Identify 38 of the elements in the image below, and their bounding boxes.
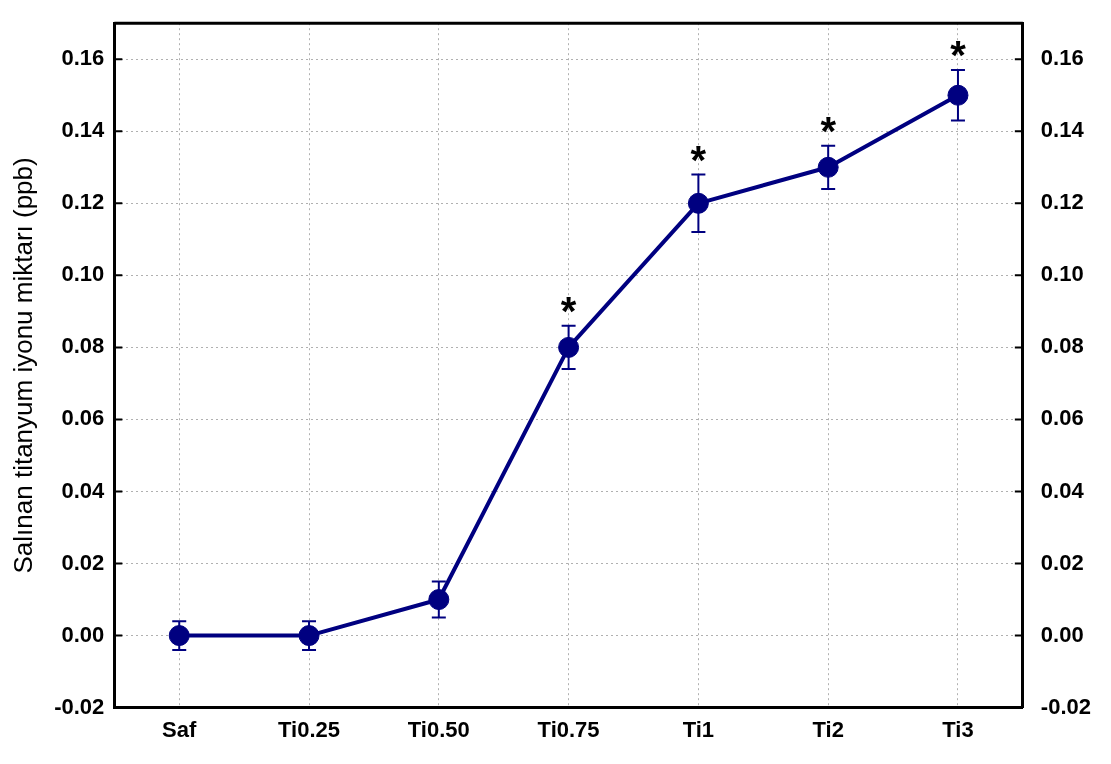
annotation: * xyxy=(690,137,707,182)
y2-tick-label: 0.02 xyxy=(1040,549,1084,575)
point xyxy=(687,192,709,214)
x-tick-label: Ti0.50 xyxy=(407,716,470,742)
x-tick-label: Ti0.25 xyxy=(278,716,341,742)
y2-tick-label: 0.08 xyxy=(1040,333,1084,359)
y-axis-title: Salınan titanyum iyonu miktarı (ppb) xyxy=(7,157,38,574)
x-tick-label: Ti2 xyxy=(812,716,844,742)
y2-tick-label: -0.02 xyxy=(1040,693,1092,719)
y-tick-label: 0.14 xyxy=(61,117,106,143)
y2-tick-label: 0.00 xyxy=(1040,621,1084,647)
y-tick-label: 0.12 xyxy=(61,189,105,215)
y2-tick-label: 0.12 xyxy=(1040,189,1084,215)
y2-tick-label: 0.16 xyxy=(1040,45,1084,71)
y2-tick-label: 0.04 xyxy=(1040,477,1085,503)
y-tick-label: 0.00 xyxy=(61,621,105,647)
y-tick-label: 0.16 xyxy=(61,45,105,71)
y-tick-label: 0.02 xyxy=(61,549,105,575)
point xyxy=(168,625,190,647)
point xyxy=(298,625,320,647)
y-tick-label: -0.02 xyxy=(54,693,105,719)
annotation: * xyxy=(820,108,837,153)
y2-tick-label: 0.14 xyxy=(1040,117,1085,143)
annotation: * xyxy=(950,33,967,78)
y-tick-label: 0.08 xyxy=(61,333,105,359)
x-tick-label: Ti0.75 xyxy=(537,716,600,742)
y-tick-label: 0.10 xyxy=(61,261,105,287)
y2-tick-label: 0.10 xyxy=(1040,261,1084,287)
point xyxy=(947,84,969,106)
point xyxy=(558,336,580,358)
annotation: * xyxy=(560,288,577,333)
y-tick-label: 0.04 xyxy=(61,477,106,503)
y2-tick-label: 0.06 xyxy=(1040,405,1084,431)
x-tick-label: Ti3 xyxy=(942,716,974,742)
x-tick-label: Ti1 xyxy=(682,716,715,742)
y-tick-label: 0.06 xyxy=(61,405,105,431)
point xyxy=(428,589,450,611)
x-tick-label: Saf xyxy=(162,716,198,742)
